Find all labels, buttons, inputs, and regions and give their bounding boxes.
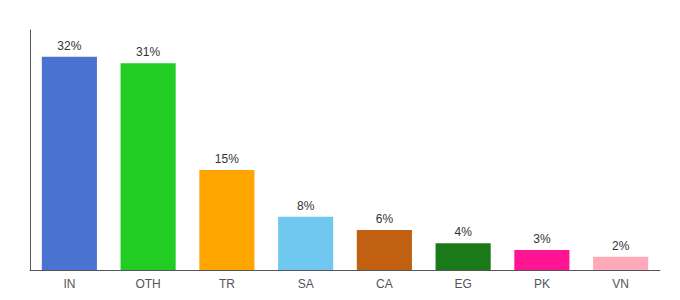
svg-text:15%: 15% (215, 152, 239, 166)
svg-text:8%: 8% (297, 199, 315, 213)
svg-text:4%: 4% (454, 225, 472, 239)
svg-text:3%: 3% (533, 232, 551, 246)
svg-text:VN: VN (612, 277, 629, 291)
svg-text:TR: TR (219, 277, 235, 291)
svg-text:31%: 31% (136, 45, 160, 59)
svg-text:SA: SA (298, 277, 314, 291)
svg-text:PK: PK (534, 277, 550, 291)
svg-text:32%: 32% (57, 39, 81, 53)
svg-text:6%: 6% (376, 212, 394, 226)
svg-text:OTH: OTH (135, 277, 160, 291)
svg-text:IN: IN (63, 277, 75, 291)
svg-text:EG: EG (454, 277, 471, 291)
svg-text:CA: CA (376, 277, 393, 291)
svg-text:2%: 2% (612, 239, 630, 253)
